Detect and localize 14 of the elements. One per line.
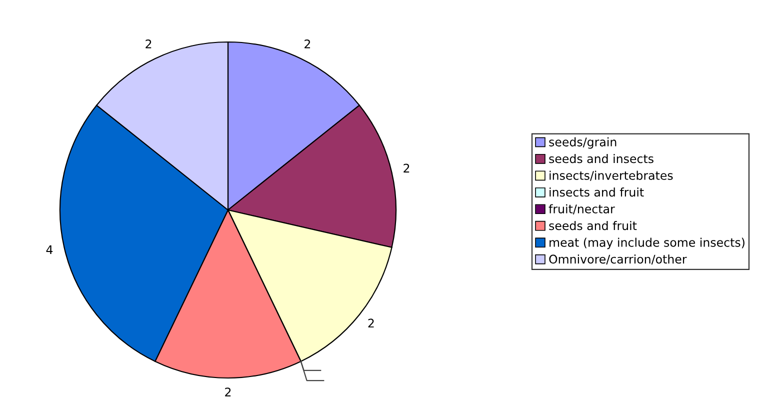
data-label: 2 xyxy=(368,318,374,328)
legend-label: meat (may include some insects) xyxy=(550,238,744,250)
legend-label: seeds and fruit xyxy=(549,220,637,230)
data-label: 2 xyxy=(225,388,231,396)
legend-label: Omnivore/carrion/other xyxy=(549,254,687,265)
data-label: 2 xyxy=(404,164,410,173)
legend-label: insects/invertebrates xyxy=(550,170,673,181)
data-label: 2 xyxy=(304,40,310,48)
legend-label: seeds/grain xyxy=(549,137,616,149)
data-label: 2 xyxy=(146,40,152,48)
data-label: 4 xyxy=(46,245,53,254)
legend-label: insects and fruit xyxy=(550,188,644,197)
legend-label: fruit/nectar xyxy=(548,204,615,214)
legend-label: seeds and insects xyxy=(549,154,654,164)
